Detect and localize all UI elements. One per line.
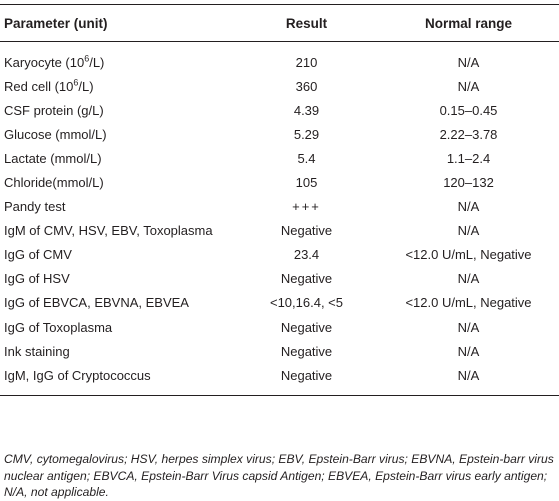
- parameter-text: Red cell (10: [4, 78, 74, 94]
- table-row: IgG of HSV Negative N/A: [0, 267, 559, 291]
- result-cell: 5.4: [297, 150, 316, 166]
- result-cell: Negative: [280, 319, 333, 335]
- normal-range-cell: N/A: [457, 343, 480, 359]
- table-row: Red cell (106/L) 360 N/A: [0, 74, 559, 98]
- result-cell: 23.4: [293, 247, 320, 263]
- result-cell: Negative: [280, 223, 333, 239]
- parameter-superscript: 6: [84, 53, 90, 64]
- parameter-cell: IgG of CMV: [4, 247, 72, 263]
- result-cell: 210: [295, 54, 318, 70]
- parameter-text-end: /L): [89, 54, 105, 70]
- normal-range-cell: 120–132: [443, 175, 494, 191]
- result-cell: 5.29: [293, 126, 320, 142]
- table-row: IgG of CMV 23.4 <12.0 U/mL, Negative: [0, 243, 559, 267]
- parameter-cell: IgG of Toxoplasma: [4, 319, 113, 335]
- table-row: CSF protein (g/L) 4.39 0.15–0.45: [0, 98, 559, 122]
- normal-range-cell: N/A: [378, 363, 559, 397]
- table-row: IgM, IgG of Cryptococcus Negative N/A: [0, 363, 559, 397]
- table-row: IgG of EBVCA, EBVNA, EBVEA <10,16.4, <5 …: [0, 291, 559, 315]
- header-parameter: Parameter (unit): [0, 4, 235, 42]
- header-normal-range: Normal range: [378, 4, 559, 42]
- parameter-cell: CSF protein (g/L): [4, 102, 104, 118]
- result-cell: <10,16.4, <5: [269, 295, 343, 311]
- parameter-cell: IgG of HSV: [4, 271, 70, 287]
- normal-range-cell: 1.1–2.4: [446, 150, 491, 166]
- result-cell: 4.39: [293, 102, 320, 118]
- parameter-cell: Chloride(mmol/L): [4, 175, 104, 191]
- table-header-row: Parameter (unit) Result Normal range: [0, 4, 559, 42]
- result-cell: Negative: [280, 271, 333, 287]
- normal-range-cell: N/A: [457, 199, 480, 215]
- table-footnote: CMV, cytomegalovirus; HSV, herpes simple…: [4, 452, 554, 499]
- parameter-cell: IgM of CMV, HSV, EBV, Toxoplasma: [4, 223, 213, 239]
- normal-range-cell: <12.0 U/mL, Negative: [405, 247, 532, 263]
- parameter-text-end: /L): [78, 78, 94, 94]
- normal-range-cell: 2.22–3.78: [439, 126, 498, 142]
- parameter-cell: IgM, IgG of Cryptococcus: [0, 363, 235, 397]
- normal-range-cell: N/A: [457, 78, 480, 94]
- table-row: IgG of Toxoplasma Negative N/A: [0, 315, 559, 339]
- normal-range-cell: N/A: [457, 271, 480, 287]
- table-row: Pandy test +++ N/A: [0, 195, 559, 219]
- result-cell: 360: [295, 78, 318, 94]
- result-cell: 105: [295, 175, 318, 191]
- parameter-cell: Ink staining: [4, 343, 70, 359]
- parameter-cell: Lactate (mmol/L): [4, 150, 102, 166]
- parameter-cell: IgG of EBVCA, EBVNA, EBVEA: [4, 295, 189, 311]
- parameter-cell: Red cell (106/L): [0, 74, 235, 98]
- csf-results-table: Parameter (unit) Result Normal range Kar…: [0, 4, 559, 397]
- table-row: Lactate (mmol/L) 5.4 1.1–2.4: [0, 146, 559, 170]
- table-row: IgM of CMV, HSV, EBV, Toxoplasma Negativ…: [0, 219, 559, 243]
- normal-range-cell: 0.15–0.45: [439, 102, 498, 118]
- parameter-cell: Pandy test: [4, 199, 66, 215]
- header-result: Result: [235, 4, 378, 42]
- parameter-text: Karyocyte (10: [4, 54, 85, 70]
- result-cell: Negative: [280, 343, 333, 359]
- result-cell: +++: [292, 199, 321, 215]
- normal-range-cell: <12.0 U/mL, Negative: [405, 295, 532, 311]
- result-cell: Negative: [235, 363, 378, 397]
- normal-range-cell: N/A: [457, 54, 480, 70]
- parameter-cell: Karyocyte (106/L): [0, 42, 235, 75]
- results-table-container: Parameter (unit) Result Normal range Kar…: [0, 4, 559, 397]
- table-row: Ink staining Negative N/A: [0, 339, 559, 363]
- table-row: Glucose (mmol/L) 5.29 2.22–3.78: [0, 122, 559, 146]
- parameter-superscript: 6: [73, 77, 79, 88]
- normal-range-cell: N/A: [457, 319, 480, 335]
- table-row: Chloride(mmol/L) 105 120–132: [0, 170, 559, 194]
- parameter-cell: Glucose (mmol/L): [4, 126, 107, 142]
- table-row: Karyocyte (106/L) 210 N/A: [0, 42, 559, 75]
- normal-range-cell: N/A: [457, 223, 480, 239]
